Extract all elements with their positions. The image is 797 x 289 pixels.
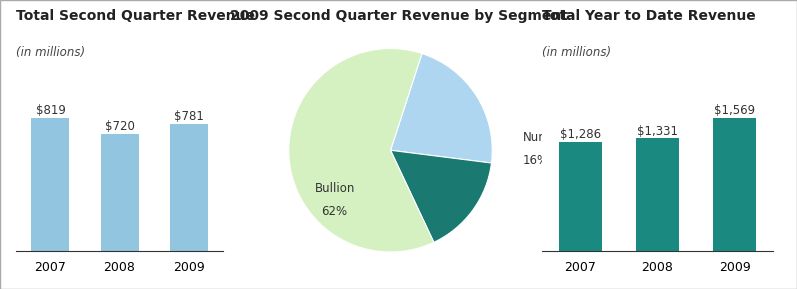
Text: 22%: 22% <box>276 0 302 3</box>
Text: 16%: 16% <box>523 154 549 167</box>
Text: (in millions): (in millions) <box>16 46 85 59</box>
Text: Numismatic: Numismatic <box>523 131 593 144</box>
Text: (in millions): (in millions) <box>542 46 611 59</box>
Text: $1,569: $1,569 <box>714 104 755 117</box>
Wedge shape <box>289 49 434 252</box>
Wedge shape <box>391 53 493 163</box>
Bar <box>100 134 139 251</box>
Text: Total Second Quarter Revenue: Total Second Quarter Revenue <box>16 9 255 23</box>
Text: 2009 Second Quarter Revenue by Segment: 2009 Second Quarter Revenue by Segment <box>230 9 567 23</box>
Text: $1,286: $1,286 <box>560 128 601 141</box>
Text: $781: $781 <box>174 110 203 123</box>
Text: Total Year to Date Revenue: Total Year to Date Revenue <box>542 9 756 23</box>
Wedge shape <box>391 150 492 242</box>
Text: $819: $819 <box>36 104 65 117</box>
Text: $720: $720 <box>104 120 135 133</box>
Text: $1,331: $1,331 <box>637 125 678 138</box>
Bar <box>636 138 679 251</box>
Text: 62%: 62% <box>321 205 347 218</box>
Bar <box>170 124 207 251</box>
Bar <box>31 118 69 251</box>
Bar <box>559 142 602 251</box>
Text: Bullion: Bullion <box>314 182 355 195</box>
Bar <box>713 118 756 251</box>
